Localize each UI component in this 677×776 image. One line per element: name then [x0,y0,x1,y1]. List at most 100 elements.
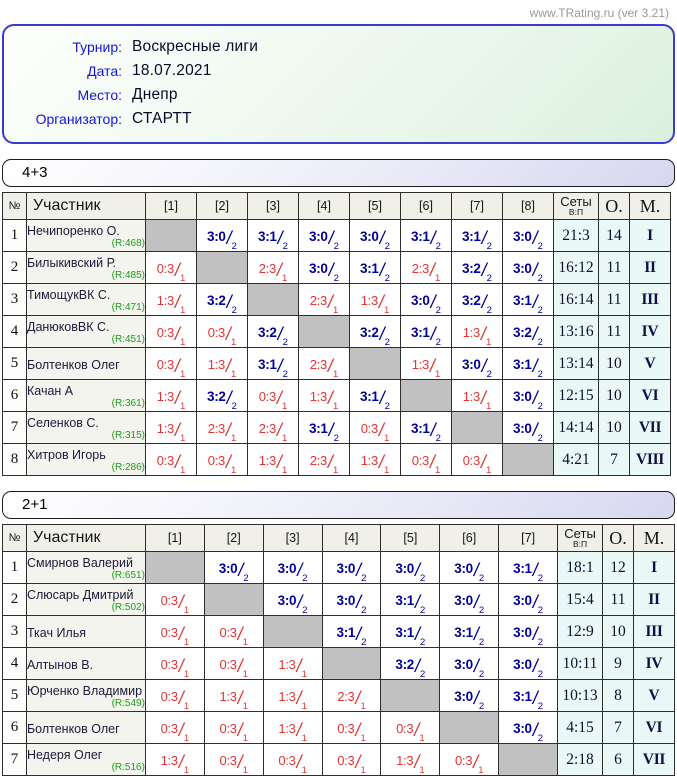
score-slash: / [226,388,232,408]
match-score-cell: 0:3/1 [145,347,197,380]
match-score-cell: 0:3/1 [380,711,441,744]
participant-cell: Болтенков Олег [25,711,146,744]
participant-rating: (R:502) [111,602,145,613]
match-score: 3:0 [513,389,532,404]
col-header-opponent-4: [4] [298,192,350,220]
score-slash: / [532,420,538,440]
participant-rating: (R:651) [111,570,145,581]
match-points-earned: 1 [434,369,441,380]
points-cell: 9 [602,647,634,680]
score-slash: / [379,260,385,280]
match-points-earned: 2 [537,369,543,380]
sets-total-cell: 13:14 [553,347,599,380]
player-row: 7 Недеря Олег (R:516) 1:3/1 0:3/1 0:3/1 0:3/1 1… [2,743,676,776]
match-score: 3:0 [207,229,226,244]
score-slash: / [532,228,538,248]
match-score-cell: 0:3/1 [145,443,197,476]
match-score-cell: 0:3/1 [203,743,264,776]
info-label-date: Дата: [87,63,122,79]
match-score-cell: 2:3/1 [298,443,350,476]
self-match-cell [298,315,350,348]
col-header-participant: Участник [25,524,146,552]
match-points-earned: 2 [420,669,426,680]
score-slash: / [532,260,538,280]
self-match-cell [439,711,500,744]
col-header-participant: Участник [26,192,146,220]
participant-rating: (R:361) [111,398,145,409]
match-points-earned: 2 [537,637,544,648]
match-score-cell: 3:0/2 [502,379,554,412]
match-points-earned: 1 [183,605,190,616]
match-score-cell: 1:3/1 [298,379,350,412]
match-score-cell: 3:1/2 [247,219,299,252]
match-points-earned: 1 [179,433,186,444]
match-score-cell: 3:0/2 [400,283,452,316]
match-score-cell: 1:3/1 [262,679,323,712]
participant-cell: Недеря Олег (R:516) [25,743,146,776]
match-points-earned: 1 [230,465,237,476]
match-score-cell: 0:3/1 [203,711,264,744]
match-points-earned: 1 [301,701,307,712]
results-table-4plus3: № Участник [1] [2] [3] [4] [5] [6] [7] [8] Сеты В:П… [2,192,671,476]
match-score: 0:3 [219,721,237,736]
sets-total-cell: 4:21 [553,443,599,476]
match-score: 3:1 [454,625,473,640]
self-match-cell [262,615,323,648]
match-points-earned: 1 [179,305,186,316]
match-score: 3:0 [454,689,473,704]
match-points-earned: 2 [302,573,308,584]
match-score-cell: 3:0/2 [439,647,500,680]
self-match-cell [145,219,197,252]
match-score-cell: 0:3/1 [144,711,205,744]
score-slash: / [356,592,362,612]
player-row: 1 Нечипоренко О. (R:468) 3:0/2 3:1/2 3:0/2 3:0… [2,219,671,252]
match-points-earned: 2 [420,573,426,584]
participant-rating: (R:468) [111,238,145,249]
match-score: 1:3 [396,753,414,768]
match-score: 0:3 [156,325,174,340]
match-score-cell: 3:0/2 [502,219,554,252]
col-header-number: № [2,524,27,552]
match-score: 3:0 [309,261,328,276]
participant-cell: Юрченко Владимир (R:549) [25,679,146,712]
match-score-cell: 0:3/1 [262,743,323,776]
match-score: 3:1 [258,357,277,372]
score-slash: / [356,624,362,644]
sets-total-cell: 16:14 [553,283,599,316]
row-number-cell: 6 [2,379,27,412]
score-slash: / [178,624,184,644]
match-points-earned: 2 [478,669,485,680]
match-points-earned: 2 [435,433,441,444]
match-score-cell: 0:3/1 [144,679,205,712]
match-points-earned: 1 [183,637,190,648]
match-score-cell: 3:0/2 [262,583,323,616]
score-slash: / [379,388,385,408]
header-row: № Участник [1] [2] [3] [4] [5] [6] [7] [8] Сеты В:П… [2,192,671,220]
match-score-cell: 3:1/2 [400,315,452,348]
participant-name: Ткач Илья [26,625,87,640]
score-slash: / [415,560,421,580]
match-score-cell: 1:3/1 [247,443,299,476]
match-score: 2:3 [337,689,355,704]
sets-header-label: Сеты [560,194,592,209]
match-score: 1:3 [278,657,296,672]
score-slash: / [277,324,283,344]
match-score: 2:3 [207,421,225,436]
participant-rating: (R:485) [111,270,145,281]
score-slash: / [414,720,420,740]
score-slash: / [178,656,184,676]
match-score-cell: 3:1/2 [502,283,554,316]
match-score: 0:3 [360,421,378,436]
score-slash: / [237,656,243,676]
match-score-cell: 2:3/1 [247,251,299,284]
match-score-cell: 3:2/2 [247,315,299,348]
match-points-earned: 1 [230,433,237,444]
score-slash: / [296,688,302,708]
match-score-cell: 2:3/1 [247,411,299,444]
match-points-earned: 2 [231,241,237,252]
score-slash: / [429,452,435,472]
score-slash: / [174,292,180,312]
match-score: 1:3 [360,293,378,308]
sets-total-cell: 13:16 [553,315,599,348]
match-points-earned: 2 [384,337,390,348]
